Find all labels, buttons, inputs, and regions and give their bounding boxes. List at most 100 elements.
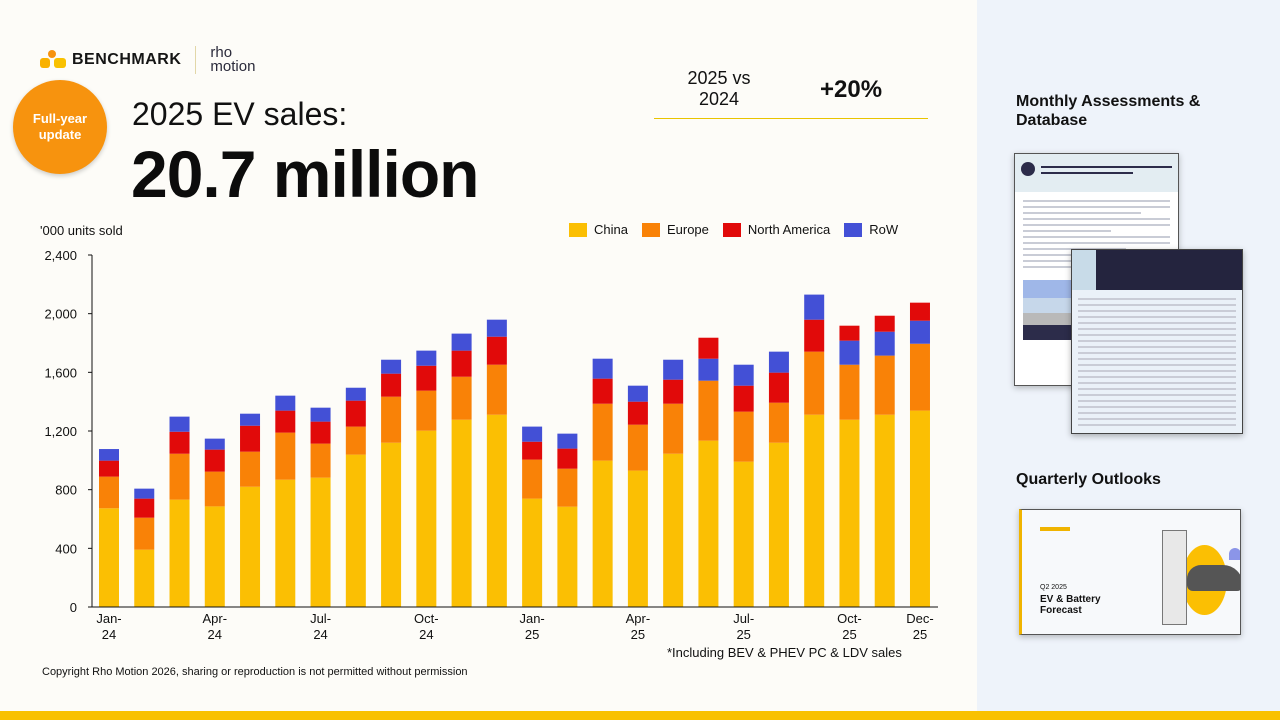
bar-segment-row — [310, 407, 331, 422]
bar-segment-north-america — [99, 460, 119, 477]
x-tick-label: 25 — [842, 627, 856, 642]
bar-segment-row — [381, 359, 402, 374]
stacked-bar-chart: 04008001,2001,6002,0002,400Jan-24Apr-24J… — [44, 248, 938, 642]
bar-segment-row — [451, 333, 472, 351]
headline: 20.7 million — [131, 137, 479, 211]
legend-row: RoW — [844, 222, 898, 237]
bar-segment-europe — [698, 380, 719, 441]
y-tick-label: 1,200 — [44, 424, 77, 439]
bar-segment-europe — [381, 396, 402, 443]
bar-segment-china — [204, 506, 225, 607]
x-tick-label: Apr- — [202, 611, 227, 626]
bar-segment-china — [909, 410, 930, 607]
bar-segment-row — [839, 340, 860, 365]
monthly-heading-line2: Database — [1016, 112, 1088, 129]
benchmark-mini-logo — [1040, 527, 1070, 531]
bar-segment-china — [169, 499, 190, 607]
database-rows — [1072, 290, 1242, 433]
bar-segment-north-america — [874, 315, 895, 332]
bar-segment-europe — [909, 343, 930, 411]
bar-segment-china — [592, 460, 613, 607]
rho-logo-icon — [1021, 162, 1035, 176]
x-tick-label: Oct- — [414, 611, 439, 626]
bar-segment-china — [416, 430, 437, 607]
legend-label: North America — [747, 222, 831, 237]
bar-segment-north-america — [768, 372, 789, 403]
legend-label: RoW — [869, 222, 899, 237]
bar-segment-china — [522, 498, 543, 607]
battery-pack-image — [1162, 530, 1187, 625]
y-axis-label: '000 units sold — [40, 223, 123, 238]
bar-segment-row — [275, 395, 296, 411]
bar-segment-europe — [451, 376, 472, 420]
bar-segment-north-america — [416, 365, 437, 391]
quarterly-outlook-thumbnail[interactable]: Q2 2025 EV & Battery Forecast — [1019, 509, 1241, 635]
bar-segment-row — [627, 385, 648, 402]
y-tick-label: 1,600 — [44, 365, 77, 380]
bar-segment-north-america — [345, 400, 366, 427]
bar-segment-china — [99, 508, 119, 607]
bar-segment-china — [768, 442, 789, 607]
database-thumbnail[interactable] — [1071, 249, 1243, 434]
bar-segment-row — [240, 413, 261, 426]
bar-segment-china — [733, 461, 754, 607]
database-header — [1072, 250, 1242, 290]
outlook-title: EV & Battery Forecast — [1040, 594, 1101, 616]
bar-segment-europe — [557, 468, 578, 507]
bar-segment-europe — [663, 403, 684, 454]
monthly-heading: Monthly Assessments & Database — [1016, 92, 1200, 130]
bar-segment-europe — [733, 411, 754, 462]
legend-swatch — [641, 222, 660, 237]
bar-segment-north-america — [804, 319, 825, 352]
bar-segment-china — [804, 414, 825, 607]
kpi-label: 2025 vs 2024 — [674, 68, 764, 110]
bar-segment-row — [804, 294, 825, 320]
bar-segment-north-america — [134, 498, 155, 518]
legend-swatch — [844, 222, 863, 237]
quarterly-heading: Quarterly Outlooks — [1016, 471, 1161, 488]
y-tick-label: 0 — [70, 600, 77, 615]
motion-line: motion — [210, 58, 256, 75]
kpi-label-line1: 2025 vs — [687, 68, 751, 88]
bar-segment-row — [768, 351, 789, 373]
bar-segment-china — [134, 549, 155, 607]
bar-segment-row — [663, 359, 684, 380]
legend-label: Europe — [666, 222, 709, 237]
y-tick-label: 2,000 — [44, 307, 77, 322]
bar-segment-europe — [345, 426, 366, 455]
x-tick-label: 25 — [525, 627, 539, 642]
bar-segment-europe — [839, 364, 860, 420]
x-tick-label: Jul- — [733, 611, 754, 626]
bar-segment-china — [451, 419, 472, 607]
x-tick-label: 25 — [631, 627, 645, 642]
bar-segment-china — [663, 453, 684, 607]
badge-line2: update — [38, 127, 82, 142]
bar-segment-row — [204, 438, 225, 450]
y-tick-label: 2,400 — [44, 248, 77, 263]
bar-segment-china — [381, 442, 402, 607]
yoy-kpi: 2025 vs 2024 +20% — [654, 68, 928, 119]
bar-segment-china — [310, 477, 331, 607]
x-tick-label: Jul- — [310, 611, 331, 626]
y-tick-label: 800 — [55, 483, 77, 498]
subtitle: 2025 EV sales: — [132, 96, 348, 132]
x-tick-label: Apr- — [626, 611, 651, 626]
bar-segment-north-america — [592, 378, 613, 404]
badge-line1: Full-year — [32, 111, 88, 126]
bar-segment-row — [345, 387, 366, 401]
legend-swatch — [722, 222, 741, 237]
bar-segment-europe — [627, 424, 648, 471]
bar-segment-north-america — [381, 373, 402, 397]
bar-segment-europe — [275, 432, 296, 480]
bar-segment-north-america — [240, 425, 261, 452]
bar-segment-row — [416, 350, 437, 366]
bar-segment-china — [557, 506, 578, 607]
outlook-period: Q2 2025 — [1040, 584, 1067, 591]
bar-segment-north-america — [663, 379, 684, 404]
bar-segment-europe — [204, 471, 225, 507]
footnote: *Including BEV & PHEV PC & LDV sales — [667, 645, 902, 660]
bar-segment-china — [345, 454, 366, 607]
full-year-badge: Full-year update — [13, 80, 107, 174]
bar-segment-north-america — [310, 421, 331, 444]
bar-segment-north-america — [275, 410, 296, 433]
